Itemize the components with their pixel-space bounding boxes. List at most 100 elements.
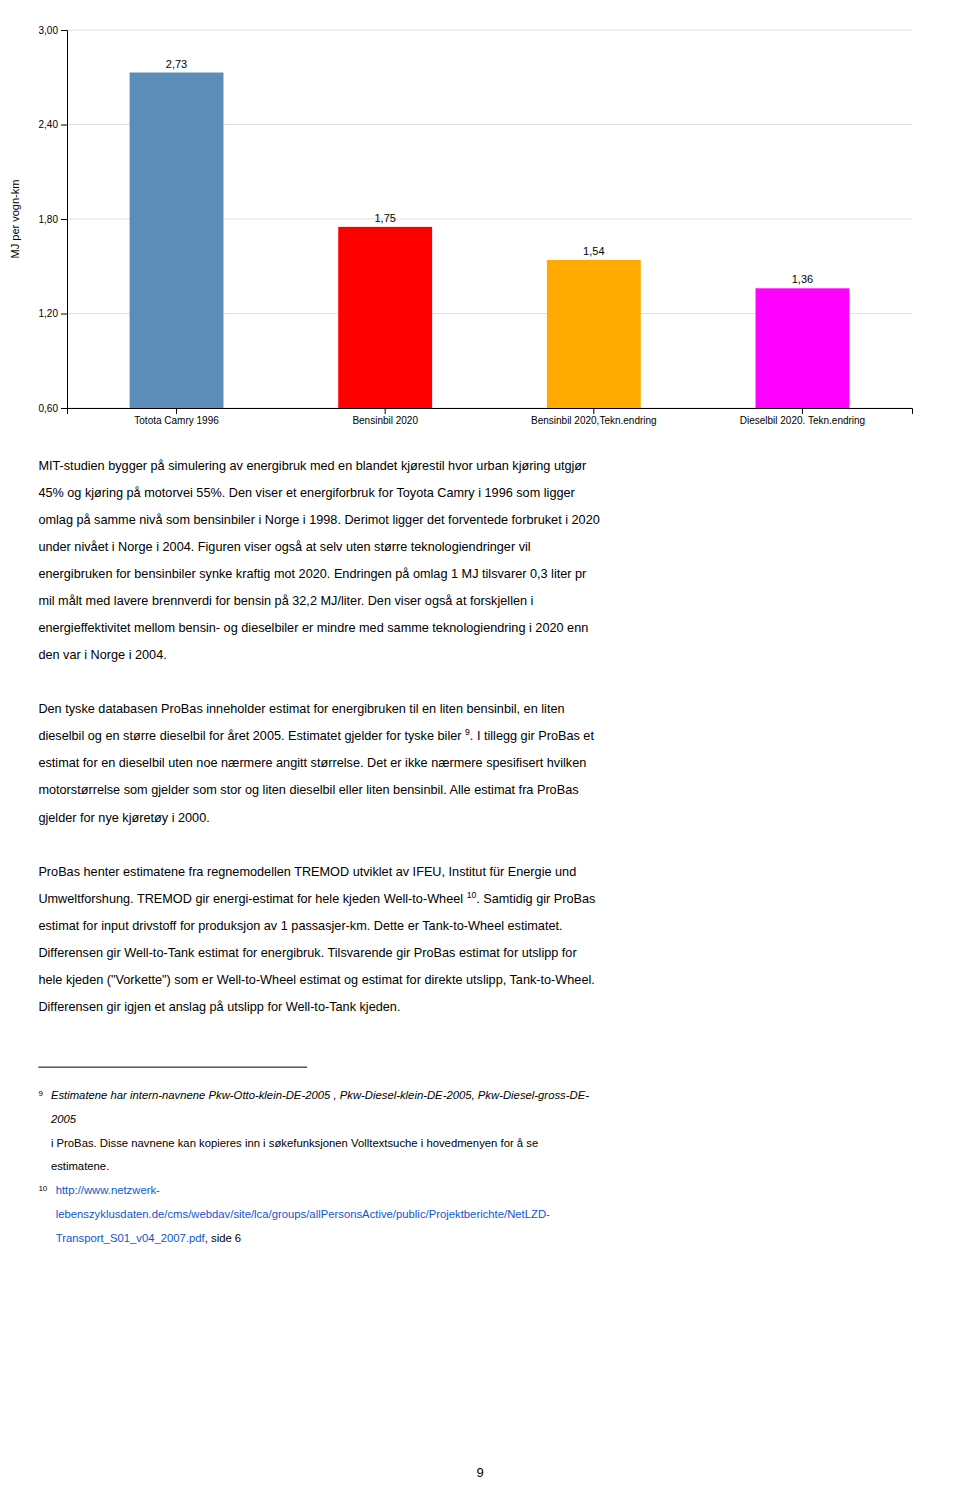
text-span: . Samtidig gir ProBas (476, 892, 595, 906)
paragraph-line: energieffektivitet mellom bensin- og die… (38, 621, 588, 635)
text-span: energieffektivitet mellom bensin- og die… (38, 621, 588, 635)
text-span: , side 6 (205, 1232, 241, 1244)
footnote-marker: 9 (38, 1089, 43, 1098)
text-span: omlag på samme nivå som bensinbiler i No… (38, 513, 599, 527)
text-span: ProBas henter estimatene fra regnemodell… (38, 865, 576, 879)
link-text: lebenszyklusdaten.de/cms/webdav/site/lca… (56, 1208, 550, 1220)
data-label: 1,75 (374, 212, 395, 224)
x-tick-label: Totota Camry 1996 (134, 415, 219, 426)
y-axis-title: MJ per vogn-km (9, 180, 21, 259)
text-span: dieselbil og en større dieselbil for åre… (38, 729, 465, 743)
bar (338, 227, 432, 408)
y-tick-mark (61, 408, 67, 409)
x-tick-mark (176, 408, 177, 414)
y-axis-line (61, 31, 68, 409)
footnote-line: i ProBas. Disse navnene kan kopieres inn… (51, 1137, 538, 1149)
x-tick: Totota Camry 1996 (134, 408, 219, 426)
text-span: . I tillegg gir ProBas et (470, 729, 595, 743)
bar (130, 73, 224, 408)
text-span: estimat for en dieselbil uten noe nærmer… (38, 756, 586, 770)
link-text: Transport_S01_v04_2007.pdf (56, 1232, 206, 1244)
x-tick-label: Bensinbil 2020 (352, 415, 418, 426)
paragraph-line: omlag på samme nivå som bensinbiler i No… (38, 513, 599, 527)
paragraph-line: mil målt med lavere brennverdi for bensi… (38, 594, 533, 608)
y-tick: 2,40 (39, 119, 67, 130)
paragraph-line: Den tyske databasen ProBas inneholder es… (38, 702, 564, 716)
paragraph-line: den var i Norge i 2004. (38, 648, 166, 662)
text-span: MIT-studien bygger på simulering av ener… (38, 459, 587, 473)
paragraph-line: under nivået i Norge i 2004. Figuren vis… (38, 540, 530, 554)
y-axis: 0,60 1,20 1,80 2,40 3,00 (39, 25, 68, 414)
text-span: Differensen gir Well-to-Tank estimat for… (38, 946, 577, 960)
paragraph-line: dieselbil og en større dieselbil for åre… (38, 727, 594, 743)
data-label: 1,54 (583, 245, 604, 257)
footnote-line: 2005 (50, 1113, 77, 1125)
y-tick: 3,00 (39, 25, 67, 36)
text-span: Umweltforshung. TREMOD gir energi-estima… (38, 892, 466, 906)
text-span: hele kjeden ("Vorkette") som er Well-to-… (38, 973, 594, 987)
text-span: energibruken for bensinbiler synke kraft… (38, 567, 587, 581)
footnote-separator (38, 1067, 307, 1068)
x-tick-mark (593, 408, 594, 414)
paragraph-line: estimat for en dieselbil uten noe nærmer… (38, 756, 586, 770)
link-text: http://www.netzwerk- (56, 1184, 160, 1196)
bar (547, 260, 641, 408)
y-tick-mark (61, 125, 67, 126)
text-span: den var i Norge i 2004. (38, 648, 166, 662)
page-number: 9 (476, 1465, 483, 1480)
text-span: Den tyske databasen ProBas inneholder es… (38, 702, 564, 716)
footnote-line: Estimatene har intern-navnene Pkw-Otto-k… (51, 1089, 589, 1101)
page: 2,73 1,75 1,54 1,36 0,60 1,20 1,80 2,40 3,00 Toto… (0, 0, 960, 1503)
text-span: i ProBas. Disse navnene kan kopieres inn… (51, 1137, 538, 1149)
paragraph-line: estimat for input drivstoff for produksj… (38, 919, 562, 933)
text-span: 2005 (50, 1113, 77, 1125)
paragraph-line: Differensen gir igjen et anslag på utsli… (38, 1000, 400, 1014)
y-tick-label: 0,60 (39, 403, 59, 414)
footnote-marker: 10 (38, 1184, 47, 1193)
paragraph-line: Differensen gir Well-to-Tank estimat for… (38, 946, 577, 960)
paragraph-line: Umweltforshung. TREMOD gir energi-estima… (38, 890, 595, 906)
y-tick-label: 1,20 (39, 308, 59, 319)
x-axis: Totota Camry 1996 Bensinbil 2020 Bensinbil… (68, 408, 913, 426)
y-tick: 1,80 (39, 214, 67, 225)
x-tick: Bensinbil 2020 (352, 408, 418, 426)
y-tick-label: 1,80 (39, 214, 59, 225)
text-span: estimat for input drivstoff for produksj… (38, 919, 562, 933)
paragraph-line: motorstørrelse som gjelder som stor og l… (38, 783, 578, 797)
paragraph-line: energibruken for bensinbiler synke kraft… (38, 567, 587, 581)
x-tick-label: Bensinbil 2020,Tekn.endring (531, 415, 657, 426)
chart: 2,73 1,75 1,54 1,36 0,60 1,20 1,80 2,40 3,00 Toto… (9, 25, 913, 503)
x-tick: Dieselbil 2020. Tekn.endring (740, 408, 865, 426)
text-span: motorstørrelse som gjelder som stor og l… (38, 783, 578, 797)
y-tick-mark (61, 314, 67, 315)
footnote-ref: 10 (467, 890, 477, 900)
y-tick: 0,60 (39, 403, 67, 414)
y-tick-mark (61, 30, 67, 31)
text-span: mil målt med lavere brennverdi for bensi… (38, 594, 533, 608)
footnote-line: lebenszyklusdaten.de/cms/webdav/site/lca… (56, 1208, 550, 1220)
y-tick-label: 2,40 (39, 119, 59, 130)
data-label: 2,73 (166, 58, 187, 70)
text-span: Differensen gir igjen et anslag på utsli… (38, 1000, 400, 1014)
paragraph-line: hele kjeden ("Vorkette") som er Well-to-… (38, 973, 594, 987)
text-span: gjelder for nye kjøretøy i 2000. (38, 811, 209, 825)
data-labels: 2,73 1,75 1,54 1,36 (166, 58, 813, 286)
text-span: under nivået i Norge i 2004. Figuren vis… (38, 540, 530, 554)
data-label: 1,36 (792, 273, 813, 285)
footnote-line: Transport_S01_v04_2007.pdf, side 6 (56, 1232, 242, 1244)
paragraph-line: ProBas henter estimatene fra regnemodell… (38, 865, 576, 879)
x-tick: Bensinbil 2020,Tekn.endring (531, 408, 657, 426)
paragraph-line: 45% og kjøring på motorvei 55%. Den vise… (38, 486, 575, 500)
paragraph-line: MIT-studien bygger på simulering av ener… (38, 459, 587, 473)
text-span: estimatene. (51, 1160, 109, 1172)
paragraph-line: gjelder for nye kjøretøy i 2000. (38, 811, 209, 825)
y-tick: 1,20 (39, 308, 67, 319)
bar (756, 288, 850, 408)
y-tick-mark (61, 219, 67, 220)
footnote-line: estimatene. (51, 1160, 109, 1172)
y-tick-label: 3,00 (39, 25, 59, 36)
bars (130, 73, 850, 408)
x-tick-mark (385, 408, 386, 414)
text-span: 45% og kjøring på motorvei 55%. Den vise… (38, 486, 575, 500)
x-tick-label: Dieselbil 2020. Tekn.endring (740, 415, 865, 426)
